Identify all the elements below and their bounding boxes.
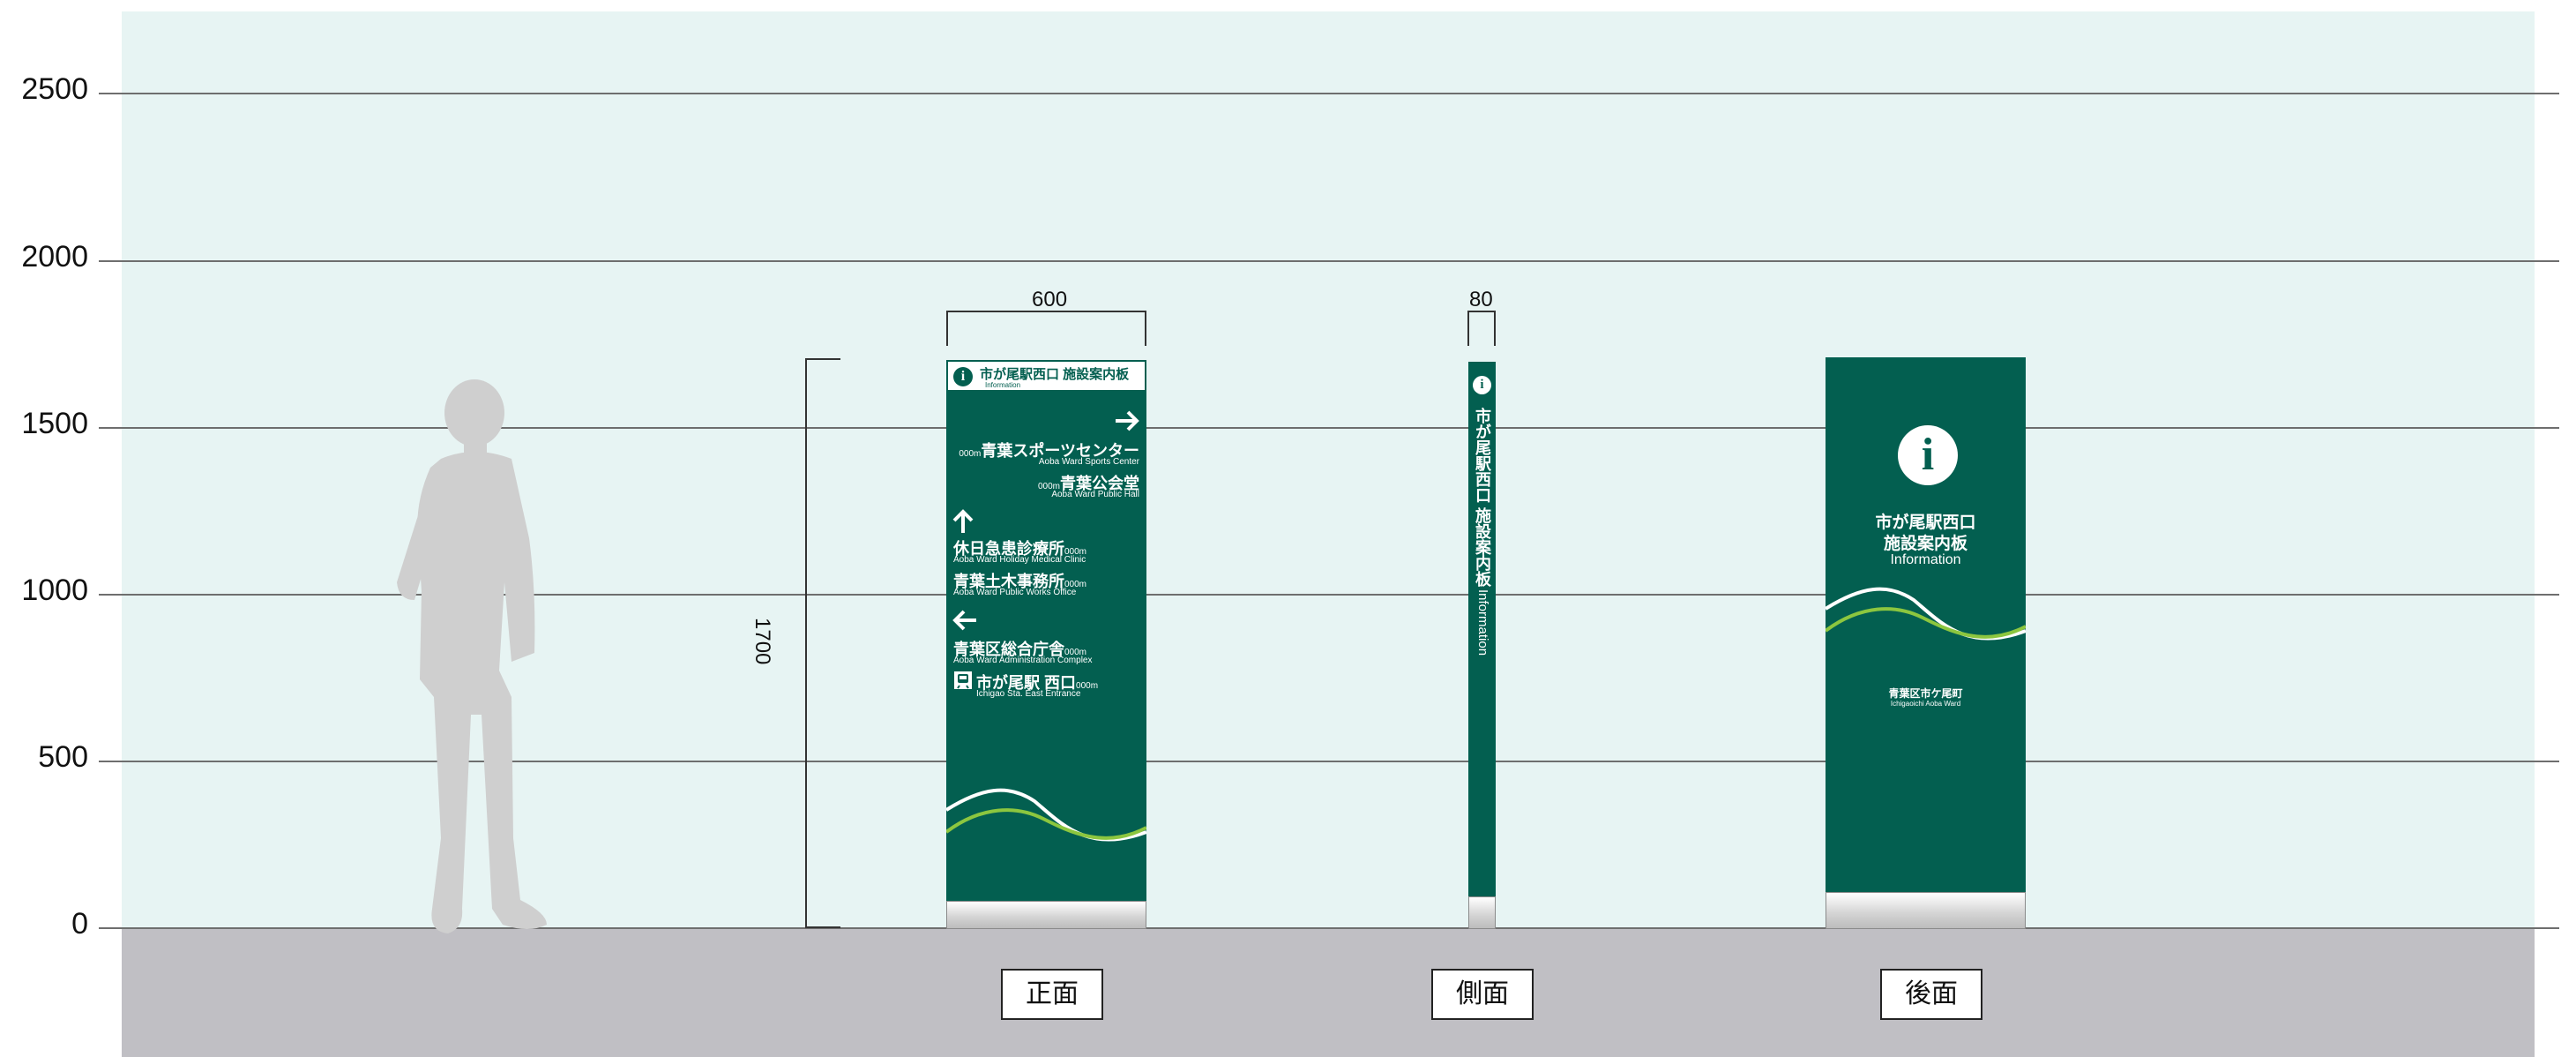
entry-admin-complex: 青葉区総合庁舎000m [953,641,1087,658]
wave-decoration [946,788,1146,842]
entry-admin-complex-en: Aoba Ward Administration Complex [953,656,1093,665]
ground [122,929,2535,1057]
background-sky [122,11,2535,929]
view-label-side: 側面 [1431,969,1534,1020]
back-title-en: Information [1890,552,1961,567]
side-width-label: 80 [1469,288,1493,311]
scale-label: 500 [38,740,88,774]
entry-sports-center-en: Aoba Ward Sports Center [1038,457,1139,467]
scale-label: 0 [71,907,88,941]
back-address: 青葉区市ケ尾町 [1888,687,1963,700]
entry-public-works: 青葉土木事務所000m [953,573,1087,590]
gridline-0 [99,927,2559,929]
side-title-en: Information [1475,589,1490,656]
height-dimension-line [805,358,807,928]
front-base [946,901,1146,929]
entry-public-hall: 000m青葉公会堂 [1037,475,1139,492]
back-wave-decoration [1826,587,2026,641]
scale-label: 2500 [21,72,88,106]
dimension-tick [1494,311,1496,346]
gridline-2500 [99,93,2559,94]
arrow-left-icon [952,610,976,631]
back-sign-panel: i 市が尾駅西口 施設案内板 Information 青葉区市ケ尾町 Ichig… [1826,357,2026,892]
side-width-dimension-line [1467,311,1496,312]
front-title-en: Information [985,381,1021,389]
train-icon [954,671,972,689]
dimension-tick [1467,311,1469,346]
back-address-en: Ichigaoichi Aoba Ward [1890,700,1961,708]
gridline-1500 [99,427,2559,429]
front-sign-panel: i 市が尾駅西口 施設案内板 Information 000m青葉スポーツセンタ… [946,360,1146,901]
entry-holiday-clinic: 休日急患診療所000m [953,540,1087,558]
gridline-2000 [99,260,2559,262]
entry-holiday-clinic-en: Aoba Ward Holiday Medical Clinic [953,555,1086,565]
side-info-icon: i [1473,376,1491,394]
arrow-right-icon [1116,410,1139,431]
view-label-front: 正面 [1001,969,1103,1020]
front-width-label: 600 [1032,288,1068,311]
dimension-tick [805,358,840,360]
back-title-line1: 市が尾駅西口 [1875,514,1976,532]
dimension-tick [805,926,840,928]
front-title: 市が尾駅西口 施設案内板 [980,367,1130,382]
back-info-icon: i [1898,425,1958,485]
width-dimension-line [946,311,1146,312]
side-title: 市が尾駅西口 施設案内板 [1474,408,1491,588]
entry-sports-center: 000m青葉スポーツセンター [959,442,1139,460]
scale-label: 2000 [21,240,88,274]
entry-public-works-en: Aoba Ward Public Works Office [953,588,1077,597]
entry-station-en: Ichigao Sta. East Entrance [976,689,1081,699]
gridline-1000 [99,594,2559,596]
dimension-tick [1145,311,1146,346]
scale-label: 1500 [21,407,88,440]
side-sign-panel: i 市が尾駅西口 施設案内板 Information [1468,362,1496,896]
person-silhouette-icon [397,379,547,933]
entry-public-hall-en: Aoba Ward Public Hall [1051,490,1139,499]
view-label-back: 後面 [1880,969,1982,1020]
dimension-tick [946,311,948,346]
back-title-line2: 施設案内板 [1883,535,1967,553]
front-header: i 市が尾駅西口 施設案内板 Information [946,360,1146,392]
scale-label: 1000 [21,573,88,607]
arrow-up-icon [952,509,974,533]
info-icon: i [953,367,973,386]
height-dimension-label: 1700 [750,618,774,665]
gridline-500 [99,761,2559,762]
entry-station: 市が尾駅 西口000m [976,674,1099,692]
side-base [1468,896,1496,929]
back-base [1826,892,2026,929]
